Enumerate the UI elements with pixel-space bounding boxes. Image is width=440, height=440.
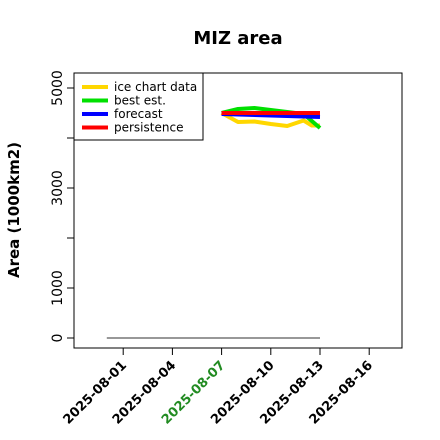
y-tick-label: 1000 — [50, 270, 66, 306]
y-tick-label: 0 — [50, 334, 66, 343]
series-line-ice-chart-data — [220, 111, 320, 128]
y-tick-label: 5000 — [50, 70, 66, 106]
legend-label: best est. — [114, 94, 166, 108]
series-layer — [220, 106, 322, 130]
y-axis-label: Area (1000km2) — [5, 142, 23, 278]
plot-frame — [73, 72, 403, 349]
y-axis: 0 1000 3000 5000 — [50, 70, 74, 342]
x-axis: 2025-08-012025-08-042025-08-072025-08-10… — [61, 348, 376, 428]
legend-label: ice chart data — [114, 80, 197, 94]
chart-title: MIZ area — [193, 28, 282, 49]
y-tick-label: 3000 — [50, 170, 66, 206]
legend-label: persistence — [114, 121, 183, 135]
legend-label: forecast — [114, 107, 163, 121]
